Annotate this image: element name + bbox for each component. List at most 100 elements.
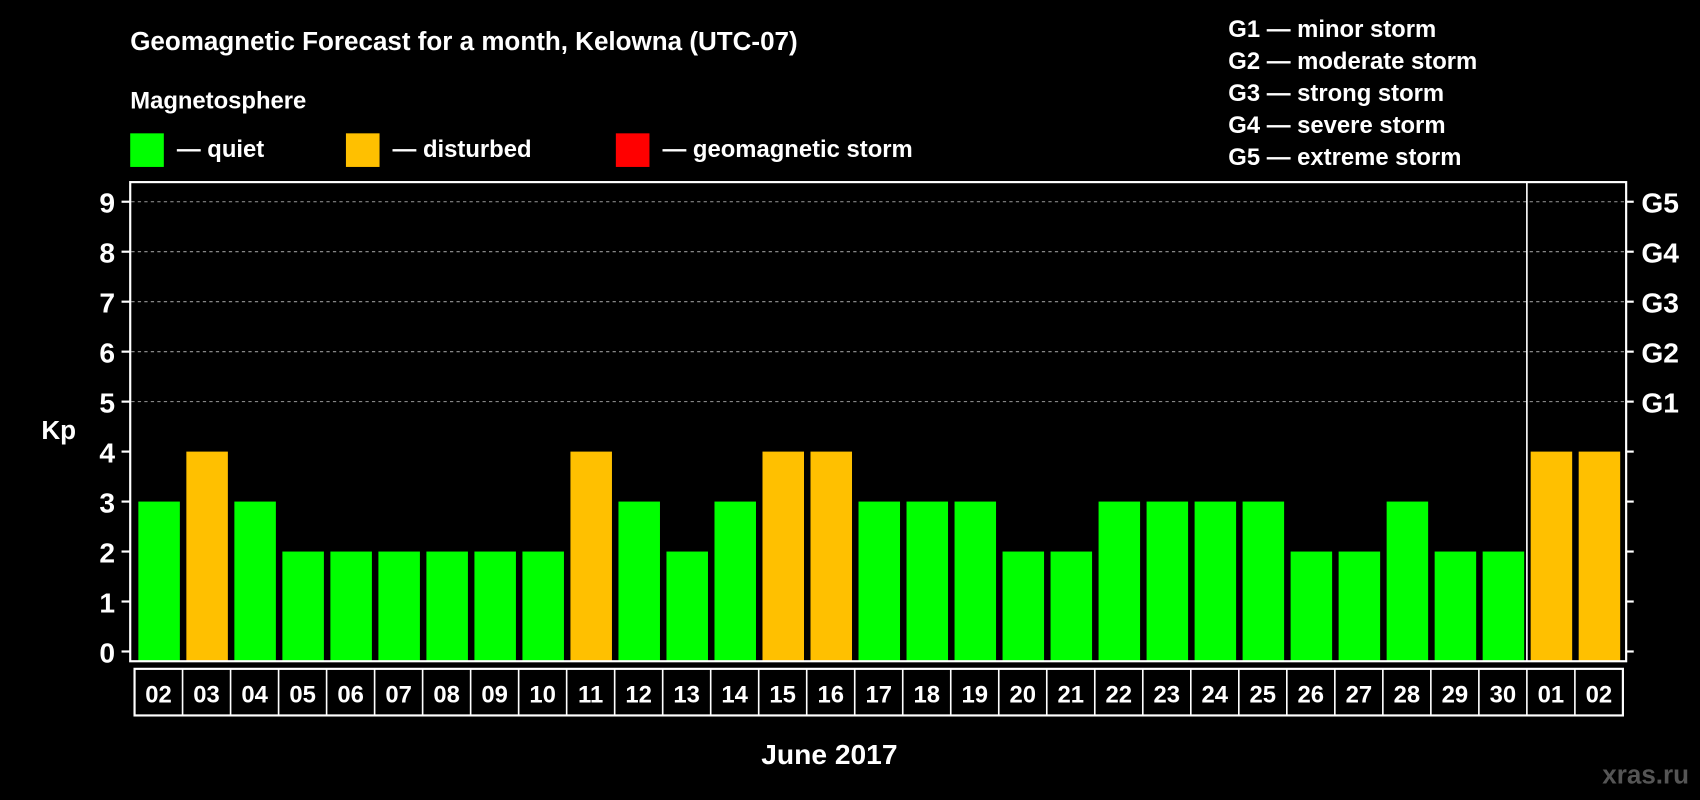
storm-level-label: G4 — [1641, 237, 1679, 269]
chart-subtitle: Magnetosphere — [130, 87, 306, 114]
bar-29 — [1434, 551, 1477, 662]
storm-scale-item: G2 — moderate storm — [1228, 48, 1477, 75]
x-tick-label: 14 — [721, 681, 748, 708]
bar-28 — [1386, 501, 1429, 662]
y-tick-label: 0 — [99, 636, 115, 668]
bar-21 — [1050, 551, 1093, 662]
x-tick-label: 12 — [625, 681, 652, 708]
storm-level-label: G1 — [1641, 386, 1679, 418]
bar-19 — [954, 501, 997, 662]
storm-scale-item: G4 — severe storm — [1228, 112, 1445, 139]
y-tick-label: 3 — [99, 486, 115, 518]
y-axis-label: Kp — [41, 415, 76, 445]
y-tick-label: 9 — [99, 187, 115, 219]
x-tick-label: 13 — [673, 681, 700, 708]
x-tick-label: 21 — [1058, 681, 1085, 708]
bar-11 — [570, 451, 612, 662]
storm-scale-item: G3 — strong storm — [1228, 80, 1444, 107]
y-tick-label: 8 — [99, 237, 115, 269]
storm-level-label: G2 — [1641, 336, 1679, 368]
bar-30 — [1482, 551, 1525, 662]
bar-25 — [1242, 501, 1285, 662]
y-tick-label: 6 — [99, 336, 115, 368]
legend-label: — disturbed — [393, 136, 532, 163]
legend-swatch — [615, 133, 650, 167]
bar-27 — [1338, 551, 1381, 662]
legend: — quiet — disturbed — geomagnetic storm — [130, 133, 913, 167]
bar-07 — [378, 551, 420, 662]
storm-scale-item: G1 — minor storm — [1228, 16, 1436, 43]
bar-02 — [1578, 451, 1621, 662]
x-tick-label: 02 — [1586, 681, 1613, 708]
x-tick-label: 22 — [1106, 681, 1133, 708]
bar-26 — [1290, 551, 1333, 662]
bar-17 — [858, 501, 901, 662]
x-tick-label: 26 — [1298, 681, 1325, 708]
x-tick-label: 11 — [578, 681, 603, 708]
bar-18 — [906, 501, 949, 662]
x-tick-label: 07 — [385, 681, 412, 708]
x-tick-label: 01 — [1538, 681, 1565, 708]
x-tick-label: 24 — [1202, 681, 1229, 708]
x-tick-label: 10 — [529, 681, 556, 708]
legend-swatch — [345, 133, 380, 167]
x-tick-label: 18 — [913, 681, 940, 708]
plot-frame — [129, 181, 1628, 663]
legend-label: — geomagnetic storm — [662, 136, 912, 163]
x-tick-label: 08 — [433, 681, 460, 708]
x-tick-label: 09 — [481, 681, 508, 708]
watermark: xras.ru — [1602, 760, 1689, 790]
x-tick-label: 03 — [193, 681, 220, 708]
bar-24 — [1194, 501, 1237, 662]
y-axis: 0 1 2 3 4 5 6 7 8 9 G1 G2 G3 G4 G5 — [99, 187, 1679, 669]
x-tick-label: 04 — [241, 681, 268, 708]
x-tick-label: 19 — [961, 681, 988, 708]
x-axis-label: June 2017 — [761, 738, 897, 770]
x-tick-label: 27 — [1346, 681, 1373, 708]
chart-title: Geomagnetic Forecast for a month, Kelown… — [130, 26, 797, 56]
storm-level-label: G3 — [1641, 287, 1679, 319]
legend-label: — quiet — [177, 136, 264, 163]
bar-04 — [234, 501, 276, 662]
x-tick-label: 02 — [145, 681, 172, 708]
storm-scale-legend: G1 — minor storm G2 — moderate storm G3 — … — [1228, 16, 1477, 171]
bar-23 — [1146, 501, 1189, 662]
y-tick-label: 5 — [99, 386, 115, 418]
x-tick-label: 15 — [769, 681, 796, 708]
storm-scale-item: G5 — extreme storm — [1228, 144, 1461, 171]
bar-03 — [186, 451, 228, 662]
bar-01 — [1530, 451, 1573, 662]
y-tick-label: 7 — [99, 287, 115, 319]
bar-10 — [522, 551, 564, 662]
bar-15 — [762, 451, 804, 662]
grid — [131, 182, 1626, 662]
y-tick-label: 4 — [99, 436, 115, 468]
x-tick-label: 29 — [1442, 681, 1469, 708]
bar-20 — [1002, 551, 1045, 662]
x-tick-label: 25 — [1250, 681, 1277, 708]
x-tick-label: 05 — [289, 681, 316, 708]
bar-12 — [618, 501, 660, 662]
bar-09 — [474, 551, 516, 662]
x-label-box — [133, 667, 1624, 717]
bar-16 — [810, 451, 853, 662]
x-tick-label: 30 — [1490, 681, 1517, 708]
x-tick-label: 17 — [865, 681, 892, 708]
x-tick-label: 16 — [817, 681, 844, 708]
bar-14 — [714, 501, 756, 662]
x-tick-label: 20 — [1010, 681, 1037, 708]
x-tick-label: 28 — [1394, 681, 1421, 708]
storm-level-label: G5 — [1641, 187, 1679, 219]
bar-05 — [282, 551, 324, 662]
bar-13 — [666, 551, 708, 662]
y-tick-label: 2 — [99, 536, 115, 568]
bars — [138, 451, 1621, 662]
x-tick-label: 23 — [1154, 681, 1181, 708]
y-tick-label: 1 — [99, 586, 115, 618]
x-axis: 02 03 04 05 06 07 08 09 10 11 12 13 14 15 16 17 18 19 20 21… — [133, 667, 1624, 717]
bar-06 — [330, 551, 372, 662]
bar-02 — [138, 501, 180, 662]
bar-08 — [426, 551, 468, 662]
x-tick-label: 06 — [337, 681, 364, 708]
